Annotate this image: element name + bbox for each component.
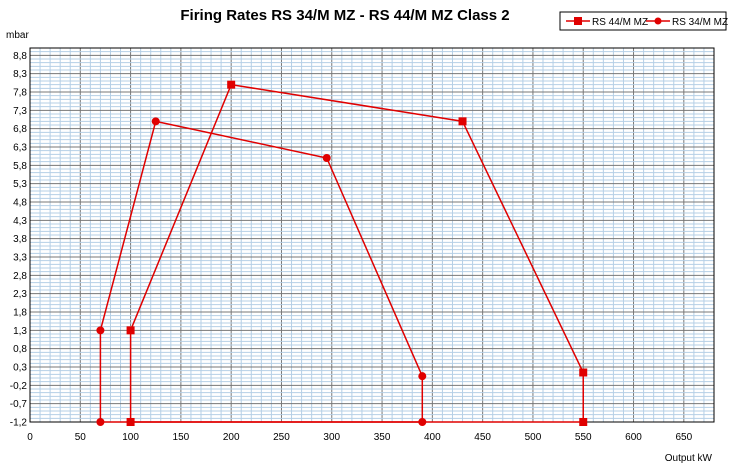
- legend-square-marker-icon: [574, 17, 582, 25]
- y-tick-label: 4,3: [13, 216, 27, 227]
- series-rs34: [96, 117, 427, 426]
- chart-title: Firing Rates RS 34/M MZ - RS 44/M MZ Cla…: [180, 7, 509, 24]
- x-tick-label: 50: [75, 432, 87, 443]
- y-tick-labels: -1,2 -0,7 -0,2 0,3 0,8 1,3 1,8 2,3 2,8 3,3 3,8 4,3 4…: [10, 51, 28, 429]
- legend-circle-marker-icon: [654, 17, 662, 25]
- x-tick-label: 500: [525, 432, 542, 443]
- data-point-circle: [96, 418, 105, 426]
- x-tick-label: 0: [27, 432, 33, 443]
- x-tick-label: 150: [173, 432, 190, 443]
- y-tick-label: 2,3: [13, 289, 27, 300]
- y-tick-label: 3,8: [13, 234, 27, 245]
- y-tick-label: 0,3: [13, 363, 27, 374]
- y-tick-label: 8,3: [13, 69, 27, 80]
- y-tick-label: 2,8: [13, 271, 27, 282]
- data-point-square: [579, 418, 588, 426]
- data-point-circle: [322, 154, 331, 162]
- y-tick-label: 6,3: [13, 143, 27, 154]
- y-tick-label: -0,7: [10, 399, 28, 410]
- y-tick-label: 7,8: [13, 88, 27, 99]
- x-tick-label: 300: [323, 432, 340, 443]
- y-tick-label: -0,2: [10, 381, 28, 392]
- y-tick-label: 4,8: [13, 198, 27, 209]
- data-point-circle: [96, 326, 105, 335]
- data-point-circle: [418, 372, 427, 381]
- x-tick-label: 600: [625, 432, 642, 443]
- legend-item-rs34: RS 34/M MZ: [646, 17, 728, 28]
- grid-lines: [30, 48, 714, 422]
- y-tick-label: 0,8: [13, 344, 27, 355]
- x-tick-label: 350: [374, 432, 391, 443]
- legend: RS 44/M MZ RS 34/M MZ: [559, 11, 728, 31]
- y-tick-label: 1,8: [13, 308, 27, 319]
- data-point-square: [227, 80, 236, 89]
- x-tick-label: 100: [122, 432, 139, 443]
- legend-label-rs34: RS 34/M MZ: [672, 17, 728, 28]
- x-tick-label: 550: [575, 432, 592, 443]
- data-point-square: [126, 326, 135, 335]
- x-axis-label: Output kW: [665, 453, 713, 464]
- series-layer: [96, 80, 588, 426]
- y-axis-label: mbar: [6, 30, 29, 41]
- y-tick-label: 6,8: [13, 124, 27, 135]
- legend-label-rs44: RS 44/M MZ: [592, 17, 648, 28]
- y-tick-label: 5,8: [13, 161, 27, 172]
- y-tick-label: 5,3: [13, 179, 27, 190]
- legend-box: [559, 11, 727, 31]
- x-tick-label: 200: [223, 432, 240, 443]
- x-tick-labels: 0 50 100 150 200 250 300 350 400 450 500 550 600 650: [27, 432, 692, 443]
- x-tick-label: 400: [424, 432, 441, 443]
- x-tick-label: 250: [273, 432, 290, 443]
- y-tick-label: 1,3: [13, 326, 27, 337]
- legend-item-rs44: RS 44/M MZ: [566, 17, 648, 28]
- y-tick-label: 8,8: [13, 51, 27, 62]
- y-tick-label: 7,3: [13, 106, 27, 117]
- x-tick-label: 450: [474, 432, 491, 443]
- y-tick-label: 3,3: [13, 253, 27, 264]
- data-point-square: [458, 117, 467, 126]
- y-tick-label: -1,2: [10, 418, 28, 429]
- x-tick-label: 650: [675, 432, 692, 443]
- data-point-circle: [418, 418, 427, 426]
- data-point-square: [579, 368, 588, 377]
- data-point-circle: [151, 117, 160, 126]
